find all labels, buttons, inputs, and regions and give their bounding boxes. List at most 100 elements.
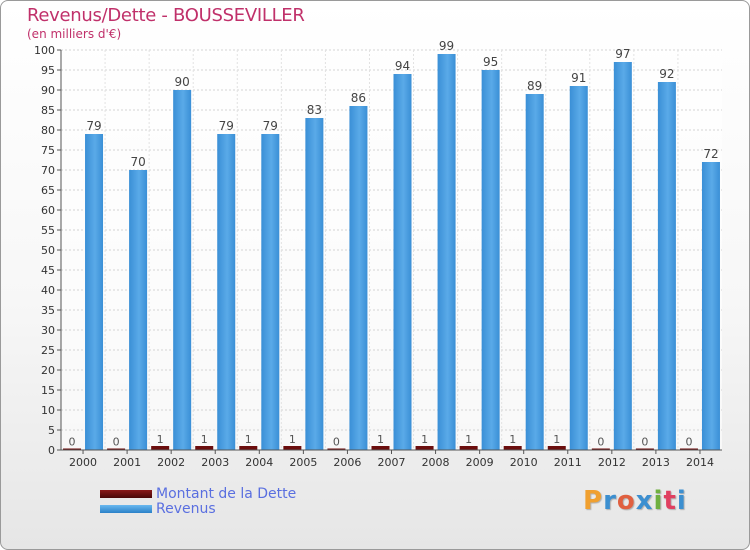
y-tick-label: 90: [41, 84, 55, 97]
x-tick-label-2008: 2008: [422, 456, 450, 469]
y-tick-label: 15: [41, 384, 55, 397]
logo-letter: o: [616, 486, 636, 516]
x-tick-label-2006: 2006: [333, 456, 361, 469]
bar-dette-2013: [635, 448, 654, 450]
data-label-dette-2012: 0: [597, 436, 604, 449]
y-tick-label: 10: [41, 404, 55, 417]
bar-dette-2010: [503, 446, 522, 450]
data-label-revenus-2006: 86: [351, 91, 366, 105]
legend-item-revenus: Revenus: [100, 500, 296, 517]
data-label-revenus-2013: 92: [659, 67, 674, 81]
data-label-dette-2011: 1: [553, 433, 560, 446]
bar-dette-2012: [591, 448, 610, 450]
x-tick-label-2010: 2010: [510, 456, 538, 469]
logo-letter: i: [653, 486, 664, 516]
logo-letter: x: [635, 486, 654, 516]
y-tick-label: 25: [41, 344, 55, 357]
legend: Montant de la Dette Revenus: [100, 485, 297, 517]
bar-revenus-2001: [129, 170, 148, 450]
legend-label-dette: Montant de la Dette: [156, 485, 297, 502]
data-label-revenus-2000: 79: [86, 119, 101, 133]
x-tick-label-2007: 2007: [378, 456, 406, 469]
data-label-dette-2004: 1: [245, 433, 252, 446]
y-tick-label: 60: [41, 204, 55, 217]
bar-revenus-2014: [701, 162, 720, 450]
unit-label: (en milliers d'€): [27, 27, 122, 41]
data-label-dette-2005: 1: [289, 433, 296, 446]
bar-dette-2008: [415, 446, 434, 450]
legend-label-revenus: Revenus: [156, 500, 216, 517]
x-tick-label-2014: 2014: [686, 456, 714, 469]
y-tick-label: 95: [41, 64, 55, 77]
data-label-dette-2013: 0: [641, 436, 648, 449]
bar-revenus-2003: [217, 134, 236, 450]
bar-revenus-2007: [393, 74, 412, 450]
data-label-dette-2010: 1: [509, 433, 516, 446]
proxiti-logo: Proxiti: [583, 486, 687, 516]
x-tick-label-2003: 2003: [201, 456, 229, 469]
bar-revenus-2000: [85, 134, 104, 450]
data-label-dette-2014: 0: [685, 436, 692, 449]
x-tick-label-2000: 2000: [69, 456, 97, 469]
y-tick-label: 100: [34, 44, 55, 57]
y-tick-label: 50: [41, 244, 55, 257]
bar-dette-2014: [679, 448, 698, 450]
x-tick-label-2004: 2004: [245, 456, 273, 469]
plot-area: [61, 50, 722, 450]
logo-letter: i: [676, 486, 687, 516]
bar-dette-2007: [371, 446, 390, 450]
chart-title: Revenus/Dette - BOUSSEVILLER: [27, 5, 305, 26]
legend-item-dette: Montant de la Dette: [100, 485, 297, 502]
x-tick-label-2001: 2001: [113, 456, 141, 469]
logo-letter: r: [603, 486, 617, 516]
bar-revenus-2006: [349, 106, 368, 450]
x-tick-label-2002: 2002: [157, 456, 185, 469]
bar-dette-2003: [195, 446, 214, 450]
data-label-revenus-2003: 79: [219, 119, 234, 133]
bar-revenus-2013: [657, 82, 676, 450]
x-tick-label-2012: 2012: [598, 456, 626, 469]
bar-dette-2004: [239, 446, 258, 450]
y-tick-label: 75: [41, 144, 55, 157]
data-label-revenus-2012: 97: [615, 47, 630, 61]
bar-dette-2006: [327, 448, 346, 450]
bar-dette-2009: [459, 446, 478, 450]
legend-swatch-revenus: [100, 504, 152, 513]
bar-revenus-2009: [481, 70, 500, 450]
data-label-dette-2007: 1: [377, 433, 384, 446]
data-label-dette-2008: 1: [421, 433, 428, 446]
y-tick-label: 80: [41, 124, 55, 137]
y-tick-label: 65: [41, 184, 55, 197]
x-tick-label-2005: 2005: [289, 456, 317, 469]
data-label-dette-2001: 0: [113, 436, 120, 449]
data-label-revenus-2007: 94: [395, 59, 410, 73]
bar-revenus-2011: [569, 86, 588, 450]
data-label-revenus-2011: 91: [571, 71, 586, 85]
bar-revenus-2005: [305, 118, 324, 450]
data-label-dette-2002: 1: [157, 433, 164, 446]
y-tick-label: 5: [48, 424, 55, 437]
data-label-revenus-2002: 90: [175, 75, 190, 89]
bar-revenus-2010: [525, 94, 544, 450]
logo-letter: P: [583, 486, 604, 516]
bar-dette-2000: [63, 448, 82, 450]
x-tick-label-2009: 2009: [466, 456, 494, 469]
y-tick-label: 40: [41, 284, 55, 297]
data-label-revenus-2014: 72: [703, 147, 718, 161]
y-tick-label: 70: [41, 164, 55, 177]
bar-revenus-2004: [261, 134, 280, 450]
data-label-revenus-2004: 79: [263, 119, 278, 133]
bar-revenus-2002: [173, 90, 192, 450]
y-tick-label: 55: [41, 224, 55, 237]
bar-dette-2005: [283, 446, 302, 450]
y-tick-label: 0: [48, 444, 55, 457]
y-tick-label: 45: [41, 264, 55, 277]
data-label-dette-2006: 0: [333, 436, 340, 449]
y-tick-label: 35: [41, 304, 55, 317]
data-label-revenus-2010: 89: [527, 79, 542, 93]
bar-dette-2011: [547, 446, 566, 450]
x-tick-label-2013: 2013: [642, 456, 670, 469]
legend-swatch-dette: [100, 489, 152, 498]
x-tick-label-2011: 2011: [554, 456, 582, 469]
